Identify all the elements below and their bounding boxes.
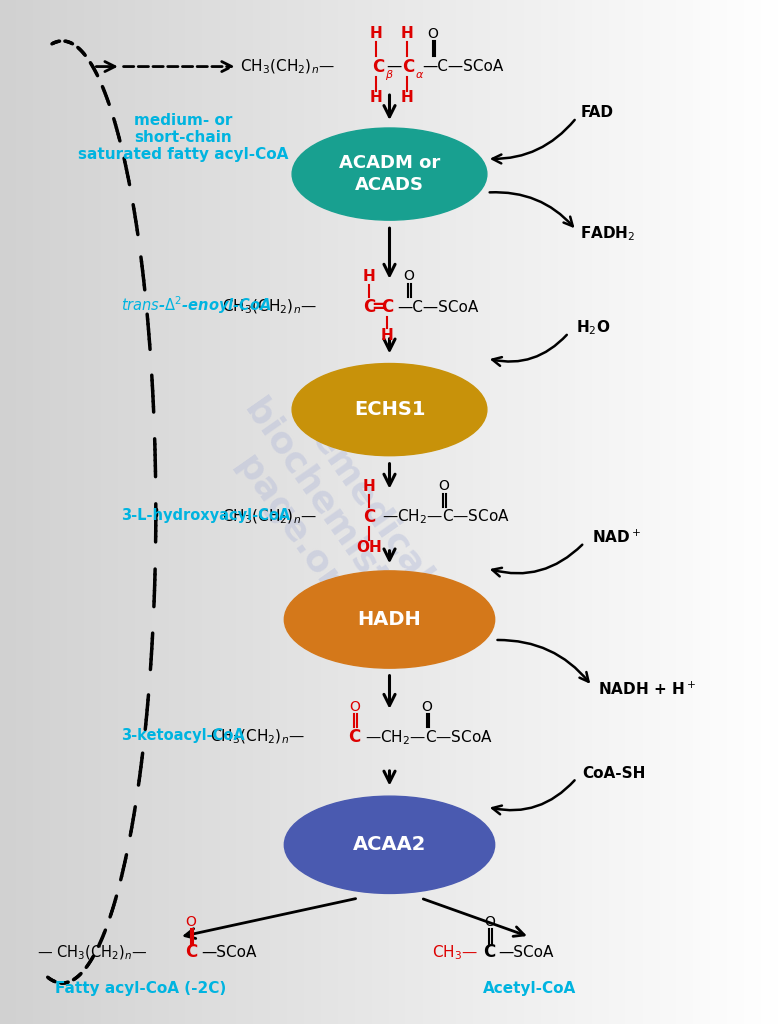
Text: $trans$-$\Delta^2$-enoyl-CoA: $trans$-$\Delta^2$-enoyl-CoA <box>121 294 272 316</box>
Text: — CH$_3$(CH$_2$)$_n$—: — CH$_3$(CH$_2$)$_n$— <box>37 943 148 962</box>
Text: FAD: FAD <box>580 105 613 120</box>
Text: O: O <box>421 699 432 714</box>
Text: CH$_3$(CH$_2$)$_n$—: CH$_3$(CH$_2$)$_n$— <box>222 508 317 526</box>
Text: C: C <box>402 57 414 76</box>
Text: O: O <box>428 27 439 41</box>
Text: O: O <box>484 914 495 929</box>
Text: $\beta$: $\beta$ <box>385 68 393 82</box>
Text: H: H <box>370 90 382 104</box>
Text: H: H <box>400 90 413 104</box>
Text: —SCoA: —SCoA <box>201 945 256 959</box>
Ellipse shape <box>284 797 495 893</box>
Text: H: H <box>363 269 375 284</box>
Text: C: C <box>381 298 393 316</box>
Text: H: H <box>363 479 375 494</box>
Text: O: O <box>185 914 196 929</box>
Text: CH$_3$(CH$_2$)$_n$—: CH$_3$(CH$_2$)$_n$— <box>222 298 317 316</box>
Text: 3-L-hydroxyacyl-CoA: 3-L-hydroxyacyl-CoA <box>121 508 290 522</box>
Text: C: C <box>185 943 197 962</box>
Text: O: O <box>438 479 449 494</box>
Text: ECHS1: ECHS1 <box>354 400 425 419</box>
Text: H: H <box>381 329 393 343</box>
Text: O: O <box>403 269 414 284</box>
Text: Fatty acyl-CoA (-2C): Fatty acyl-CoA (-2C) <box>55 981 226 995</box>
Text: ACADM or
ACADS: ACADM or ACADS <box>339 154 440 195</box>
Text: —CH$_2$—C—SCoA: —CH$_2$—C—SCoA <box>382 508 509 526</box>
Text: ACAA2: ACAA2 <box>353 836 426 854</box>
Text: C: C <box>363 298 375 316</box>
Text: Acetyl-CoA: Acetyl-CoA <box>483 981 576 995</box>
Ellipse shape <box>292 128 487 220</box>
Text: CH$_3$—: CH$_3$— <box>432 943 478 962</box>
Text: 3-ketoacyl-CoA: 3-ketoacyl-CoA <box>121 728 245 742</box>
Text: =: = <box>372 298 385 316</box>
Text: themedical
biochemistry
page.org: themedical biochemistry page.org <box>205 371 449 653</box>
Text: $\alpha$: $\alpha$ <box>415 70 425 80</box>
Text: HADH: HADH <box>358 610 421 629</box>
Text: —CH$_2$—C—SCoA: —CH$_2$—C—SCoA <box>365 728 492 746</box>
Text: CoA-SH: CoA-SH <box>583 766 646 780</box>
Text: C: C <box>363 508 375 526</box>
Text: NAD$^+$: NAD$^+$ <box>592 529 641 546</box>
Text: CH$_3$(CH$_2$)$_n$—: CH$_3$(CH$_2$)$_n$— <box>240 57 335 76</box>
Text: O: O <box>349 699 360 714</box>
Text: C: C <box>348 728 361 746</box>
Text: H$_2$O: H$_2$O <box>576 318 611 337</box>
Text: NADH + H$^+$: NADH + H$^+$ <box>598 681 696 697</box>
Text: —SCoA: —SCoA <box>499 945 554 959</box>
Text: C: C <box>372 57 384 76</box>
Text: H: H <box>370 27 382 41</box>
Text: C: C <box>483 943 495 962</box>
Text: medium- or
short-chain
saturated fatty acyl-CoA: medium- or short-chain saturated fatty a… <box>78 113 288 163</box>
Ellipse shape <box>284 571 495 668</box>
Text: FADH$_2$: FADH$_2$ <box>580 224 636 243</box>
Text: OH: OH <box>356 541 382 555</box>
Ellipse shape <box>292 364 487 456</box>
Text: —C—SCoA: —C—SCoA <box>422 59 503 74</box>
Text: CH$_3$(CH$_2$)$_n$—: CH$_3$(CH$_2$)$_n$— <box>210 728 305 746</box>
Text: —: — <box>386 59 401 74</box>
Text: H: H <box>400 27 413 41</box>
Text: —C—SCoA: —C—SCoA <box>397 300 478 314</box>
